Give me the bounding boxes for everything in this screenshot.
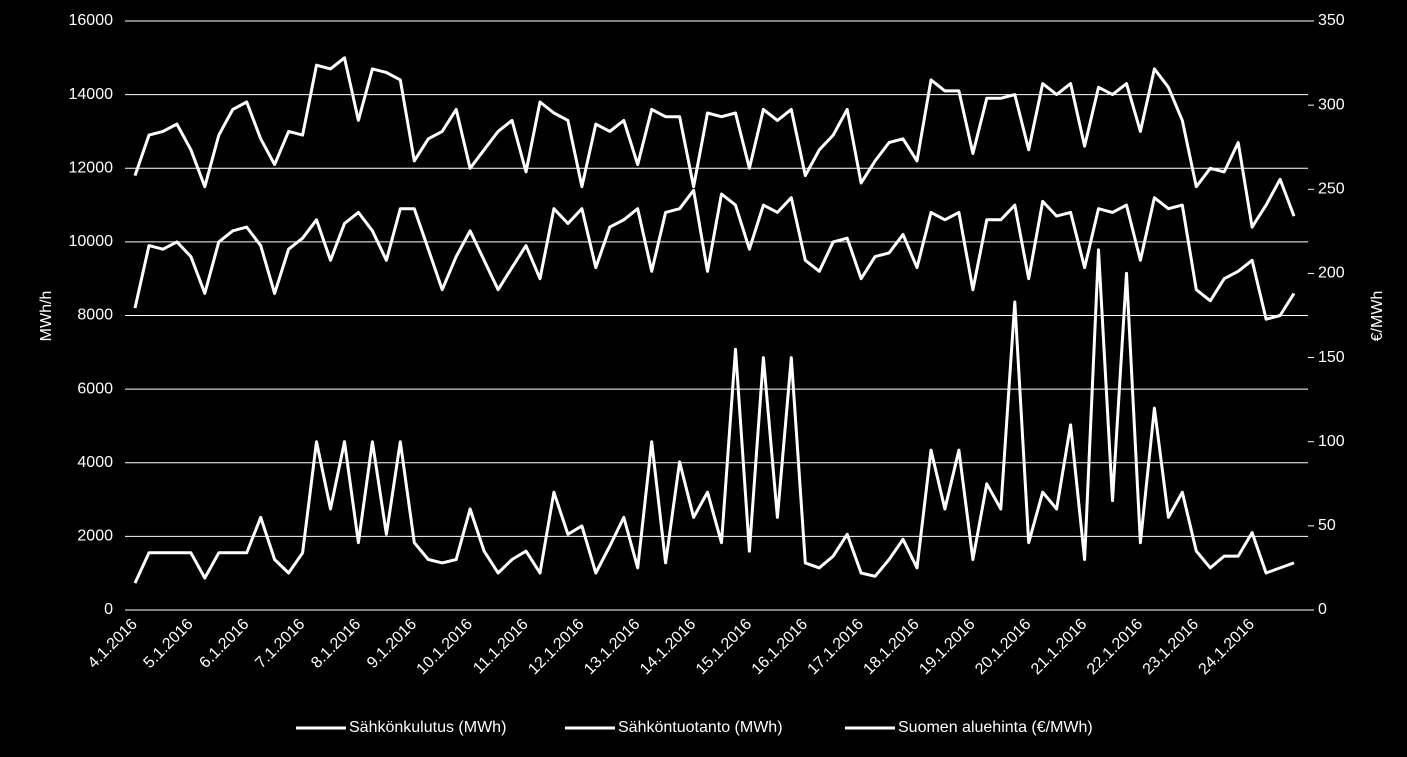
x-tick-label: 15.1.2016 [693, 616, 755, 678]
x-tick-label: 21.1.2016 [1028, 616, 1090, 678]
y-tick-label: 16000 [69, 12, 114, 29]
series-line [133, 188, 1296, 321]
x-tick-label: 19.1.2016 [916, 616, 978, 678]
x-tick-label: 13.1.2016 [581, 616, 643, 678]
x-tick-label: 20.1.2016 [972, 616, 1034, 678]
x-tick-label: 12.1.2016 [525, 616, 587, 678]
y-tick-label: 14000 [69, 86, 114, 103]
series-line [133, 248, 1295, 584]
x-tick-label: 22.1.2016 [1084, 616, 1146, 678]
y2-tick-label: 350 [1318, 12, 1345, 29]
x-tick-label: 11.1.2016 [470, 616, 532, 678]
x-tick-label: 6.1.2016 [196, 616, 252, 672]
y-tick-label: 0 [104, 601, 113, 618]
x-tick-label: 23.1.2016 [1140, 616, 1202, 678]
y2-tick-label: 150 [1318, 349, 1345, 366]
x-tick-label: 18.1.2016 [860, 616, 922, 678]
x-tick-label: 14.1.2016 [637, 616, 699, 678]
legend-label: Sähkönkulutus (MWh) [349, 719, 506, 736]
y2-axis-title: €/MWh [1369, 291, 1386, 342]
y-tick-label: 10000 [69, 233, 114, 250]
x-tick-label: 16.1.2016 [749, 616, 811, 678]
y2-tick-label: 250 [1318, 181, 1345, 198]
y-tick-label: 12000 [69, 159, 114, 176]
legend-label: Suomen aluehinta (€/MWh) [898, 719, 1093, 736]
y2-tick-label: 50 [1318, 517, 1336, 534]
y-tick-label: 4000 [77, 454, 113, 471]
series-line [133, 56, 1296, 229]
x-tick-label: 9.1.2016 [364, 616, 420, 672]
y-tick-label: 8000 [77, 307, 113, 324]
x-tick-label: 8.1.2016 [308, 616, 364, 672]
y2-tick-label: 0 [1318, 601, 1327, 618]
y2-tick-label: 100 [1318, 433, 1345, 450]
y-axis-title: MWh/h [38, 291, 55, 342]
y2-tick-label: 200 [1318, 265, 1345, 282]
y-tick-label: 6000 [77, 380, 113, 397]
x-tick-label: 24.1.2016 [1196, 616, 1258, 678]
x-tick-label: 7.1.2016 [252, 616, 308, 672]
x-tick-label: 17.1.2016 [805, 616, 867, 678]
x-tick-label: 4.1.2016 [85, 616, 141, 672]
x-tick-label: 5.1.2016 [141, 616, 197, 672]
x-tick-label: 10.1.2016 [414, 616, 476, 678]
y2-tick-label: 300 [1318, 96, 1345, 113]
y-tick-label: 2000 [77, 528, 113, 545]
legend-label: Sähköntuotanto (MWh) [618, 719, 783, 736]
